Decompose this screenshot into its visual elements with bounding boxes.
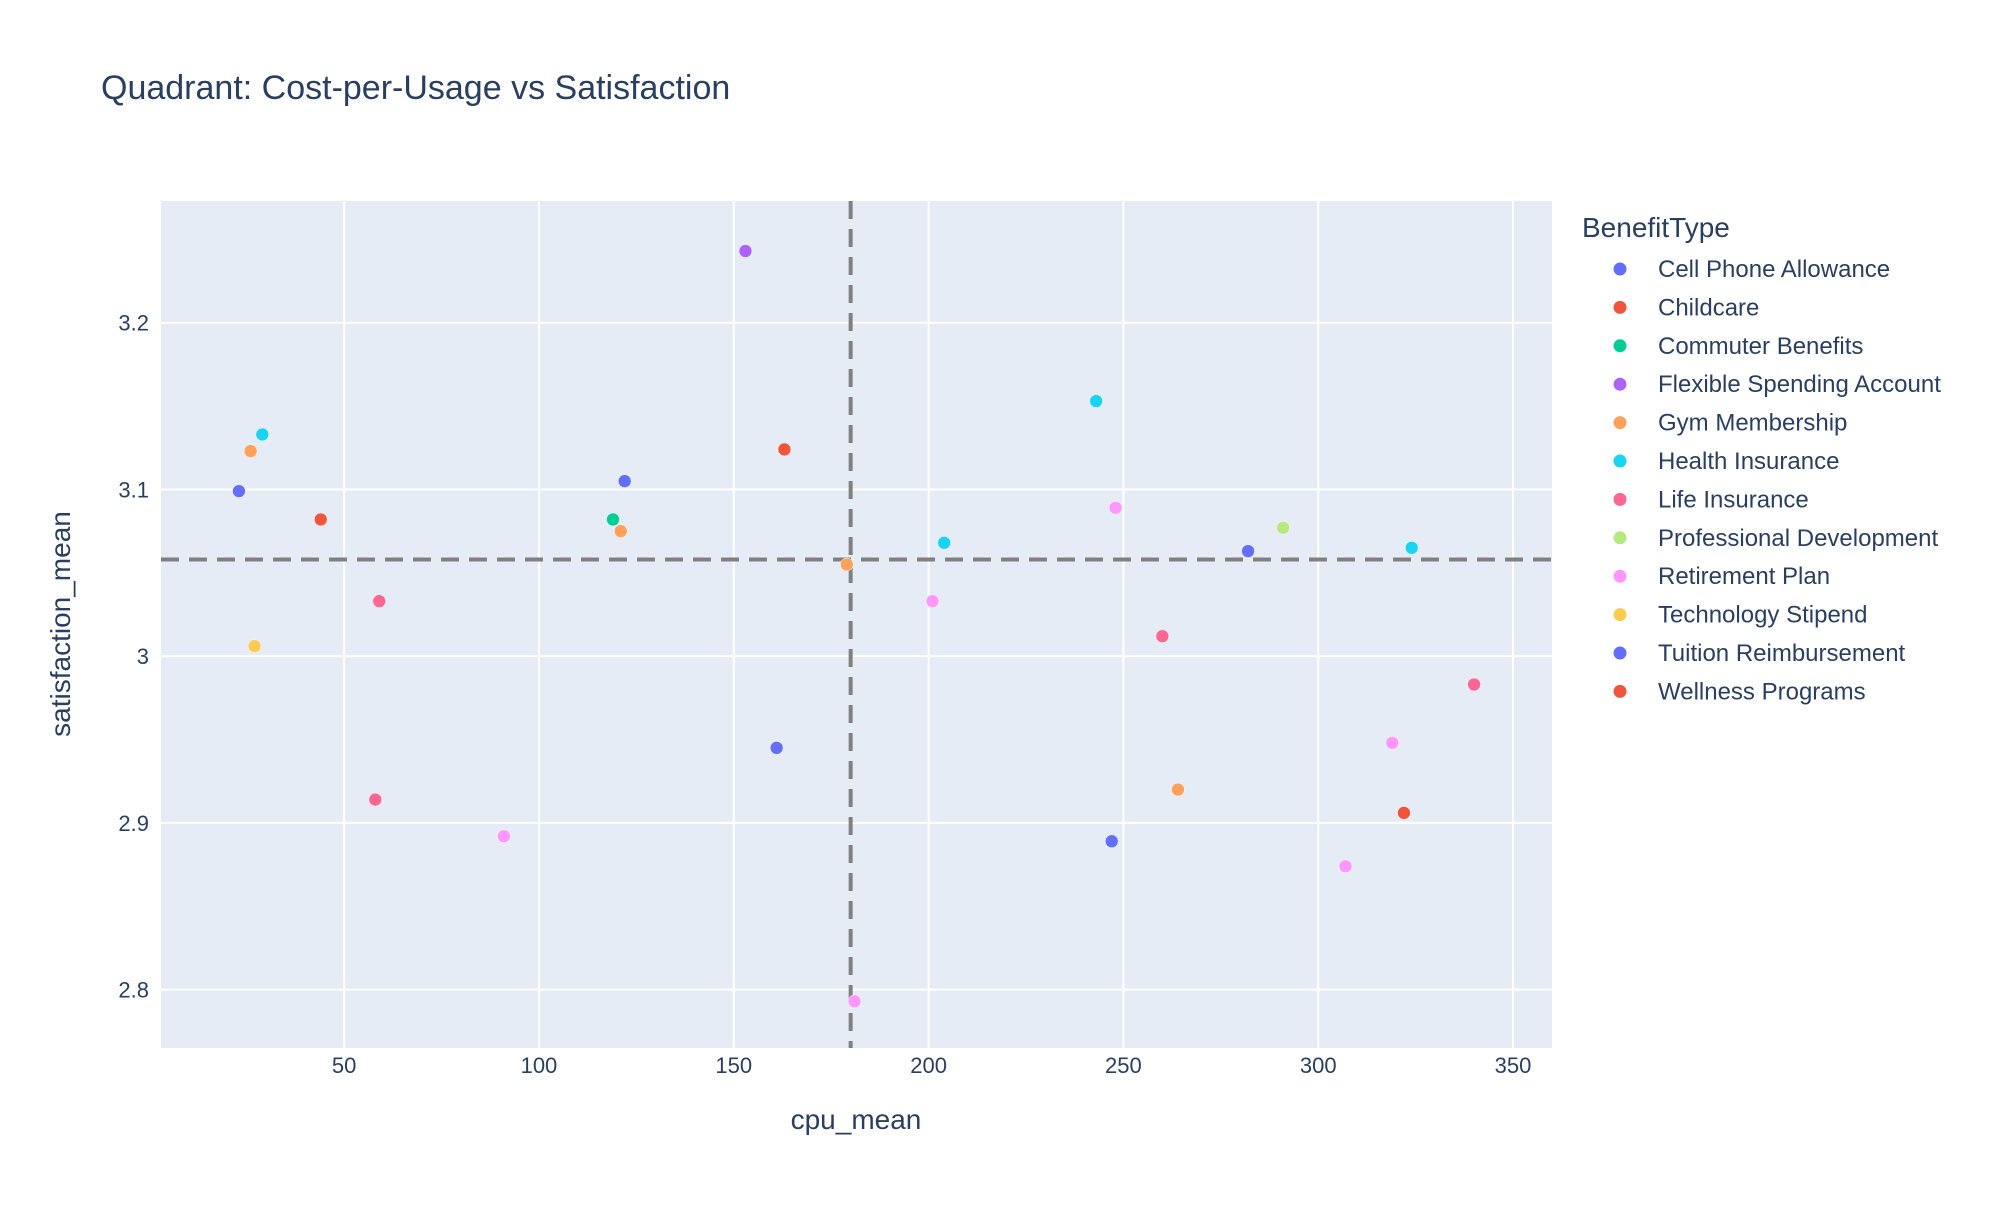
legend-label: Health Insurance	[1658, 448, 1839, 475]
data-point[interactable]	[1404, 541, 1419, 555]
legend-item[interactable]: Commuter Benefits	[1613, 333, 1864, 360]
chart-title: Quadrant: Cost-per-Usage vs Satisfaction	[101, 69, 730, 107]
legend-item[interactable]: Technology Stipend	[1613, 602, 1868, 629]
data-point[interactable]	[368, 792, 383, 807]
data-point[interactable]	[1155, 629, 1170, 643]
x-tick-label: 250	[1105, 1053, 1142, 1078]
data-point[interactable]	[1338, 859, 1353, 874]
legend-item[interactable]: Wellness Programs	[1613, 678, 1866, 705]
legend-label: Life Insurance	[1658, 486, 1809, 513]
tick-labels: 50 100 150 200 250 300 350 2.8 2.9 3 3.1 3.2	[118, 311, 1531, 1078]
x-axis-title: cpu_mean	[791, 1104, 922, 1135]
x-tick-label: 50	[332, 1053, 356, 1078]
legend-item[interactable]: Life Insurance	[1613, 486, 1809, 513]
data-point[interactable]	[617, 474, 632, 488]
legend-marker	[1613, 339, 1627, 353]
legend-label: Technology Stipend	[1658, 602, 1867, 629]
legend-marker	[1613, 377, 1627, 391]
legend-marker	[1613, 300, 1627, 314]
data-point[interactable]	[243, 444, 258, 458]
data-point[interactable]	[1104, 834, 1119, 849]
legend-item[interactable]: Professional Development	[1613, 525, 1939, 552]
data-point[interactable]	[232, 484, 246, 498]
data-point[interactable]	[769, 741, 784, 755]
legend-marker	[1613, 684, 1627, 698]
data-point[interactable]	[247, 639, 262, 653]
x-tick-label: 200	[910, 1053, 947, 1078]
legend: Cell Phone Allowance Childcare Commuter Be…	[1613, 256, 1942, 705]
data-point[interactable]	[1276, 521, 1290, 535]
data-point[interactable]	[738, 244, 753, 258]
x-tick-label: 350	[1495, 1053, 1532, 1078]
y-tick-label: 3	[137, 644, 149, 669]
x-tick-label: 150	[715, 1053, 752, 1078]
legend-marker	[1613, 492, 1627, 506]
legend-label: Commuter Benefits	[1658, 333, 1863, 360]
data-point[interactable]	[1397, 806, 1411, 820]
legend-item[interactable]: Tuition Reimbursement	[1613, 640, 1906, 667]
data-point[interactable]	[255, 427, 270, 442]
data-point[interactable]	[777, 442, 792, 457]
legend-label: Retirement Plan	[1658, 563, 1830, 590]
legend-label: Tuition Reimbursement	[1658, 640, 1906, 667]
y-axis-title: satisfaction_mean	[45, 511, 76, 737]
legend-label: Professional Development	[1658, 525, 1938, 552]
legend-label: Childcare	[1658, 294, 1759, 321]
x-tick-label: 100	[521, 1053, 558, 1078]
legend-label: Cell Phone Allowance	[1658, 256, 1890, 283]
legend-label: Flexible Spending Account	[1658, 371, 1941, 398]
y-tick-label: 2.8	[118, 978, 149, 1003]
x-tick-label: 300	[1300, 1053, 1337, 1078]
data-point[interactable]	[1385, 736, 1399, 750]
legend-marker	[1613, 608, 1627, 622]
data-point[interactable]	[1171, 782, 1185, 797]
data-point[interactable]	[847, 994, 862, 1009]
data-point[interactable]	[606, 512, 620, 527]
data-point[interactable]	[1241, 544, 1255, 558]
plot-background	[161, 201, 1552, 1048]
y-tick-label: 3.2	[118, 311, 149, 336]
legend-marker	[1613, 262, 1627, 276]
legend-item[interactable]: Retirement Plan	[1613, 563, 1831, 590]
legend-title: BenefitType	[1582, 212, 1730, 243]
data-points	[232, 244, 1481, 1009]
legend-item[interactable]: Flexible Spending Account	[1613, 371, 1942, 398]
data-point[interactable]	[314, 512, 328, 527]
legend-marker	[1613, 416, 1627, 430]
legend-item[interactable]: Cell Phone Allowance	[1613, 256, 1891, 283]
data-point[interactable]	[1467, 677, 1481, 692]
legend-item[interactable]: Gym Membership	[1613, 410, 1848, 437]
legend-marker	[1613, 531, 1627, 545]
data-point[interactable]	[372, 594, 386, 608]
data-point[interactable]	[1089, 394, 1103, 408]
legend-item[interactable]: Health Insurance	[1613, 448, 1840, 475]
reference-lines	[161, 201, 1552, 1048]
data-point[interactable]	[1108, 501, 1123, 515]
data-point[interactable]	[925, 594, 940, 608]
legend-marker	[1613, 646, 1627, 660]
legend-marker	[1613, 454, 1627, 468]
y-tick-label: 2.9	[118, 811, 149, 836]
data-point[interactable]	[937, 536, 951, 550]
legend-marker	[1613, 569, 1627, 583]
data-point[interactable]	[614, 524, 628, 538]
legend-label: Gym Membership	[1658, 410, 1847, 437]
legend-item[interactable]: Childcare	[1613, 294, 1760, 321]
data-point[interactable]	[840, 557, 854, 572]
data-point[interactable]	[497, 829, 511, 843]
legend-label: Wellness Programs	[1658, 678, 1866, 705]
y-tick-label: 3.1	[118, 477, 149, 502]
grid-lines	[161, 201, 1552, 1048]
